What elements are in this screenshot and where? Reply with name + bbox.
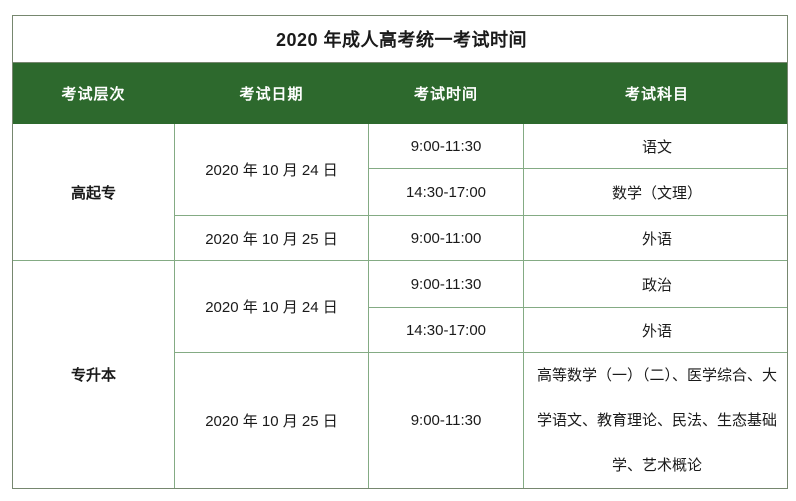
column-header-exam-date: 考试日期 <box>174 62 369 124</box>
subject-cell: 政治 <box>522 260 787 308</box>
column-header-exam-subject: 考试科目 <box>522 62 787 124</box>
table-row: 高起专 2020 年 10 月 24 日 9:00-11:30 语文 <box>13 123 787 261</box>
subject-cell: 高等数学（一）（二）、医学综合、大学语文、教育理论、民法、生态基础学、艺术概论 <box>522 352 787 488</box>
time-cell: 9:00-11:00 <box>368 215 524 261</box>
page-title: 2020 年成人高考统一考试时间 <box>13 16 787 63</box>
date-cell: 2020 年 10 月 24 日 <box>174 123 369 216</box>
level-cell-gaoqizhuan: 高起专 <box>13 123 175 261</box>
time-cell: 14:30-17:00 <box>368 168 524 216</box>
date-cell: 2020 年 10 月 25 日 <box>174 215 369 261</box>
time-cell: 14:30-17:00 <box>368 307 524 353</box>
table-row: 14:30-17:00 外语 <box>13 307 787 353</box>
date-cell: 2020 年 10 月 25 日 <box>174 352 369 488</box>
subject-cell: 语文 <box>522 123 787 169</box>
title-row: 2020 年成人高考统一考试时间 <box>13 16 787 63</box>
time-cell: 9:00-11:30 <box>368 123 524 169</box>
time-cell: 9:00-11:30 <box>368 260 524 308</box>
exam-schedule-table-wrap: 2020 年成人高考统一考试时间 考试层次 考试日期 考试时间 考试科目 高起专… <box>12 15 788 489</box>
subject-cell: 外语 <box>522 307 787 353</box>
table-row: 14:30-17:00 数学（文理） <box>13 168 787 216</box>
exam-schedule-table: 2020 年成人高考统一考试时间 考试层次 考试日期 考试时间 考试科目 高起专… <box>13 16 787 488</box>
subject-cell: 数学（文理） <box>522 168 787 216</box>
date-cell: 2020 年 10 月 24 日 <box>174 260 369 353</box>
column-header-exam-level: 考试层次 <box>13 62 175 124</box>
column-header-row: 考试层次 考试日期 考试时间 考试科目 <box>13 62 787 124</box>
table-row: 2020 年 10 月 25 日 9:00-11:30 高等数学（一）（二）、医… <box>13 352 787 488</box>
level-cell-zhuanshengben: 专升本 <box>13 260 175 488</box>
column-header-exam-time: 考试时间 <box>368 62 524 124</box>
table-row: 专升本 2020 年 10 月 24 日 9:00-11:30 政治 <box>13 260 787 488</box>
subject-cell: 外语 <box>522 215 787 261</box>
time-cell: 9:00-11:30 <box>368 352 524 488</box>
